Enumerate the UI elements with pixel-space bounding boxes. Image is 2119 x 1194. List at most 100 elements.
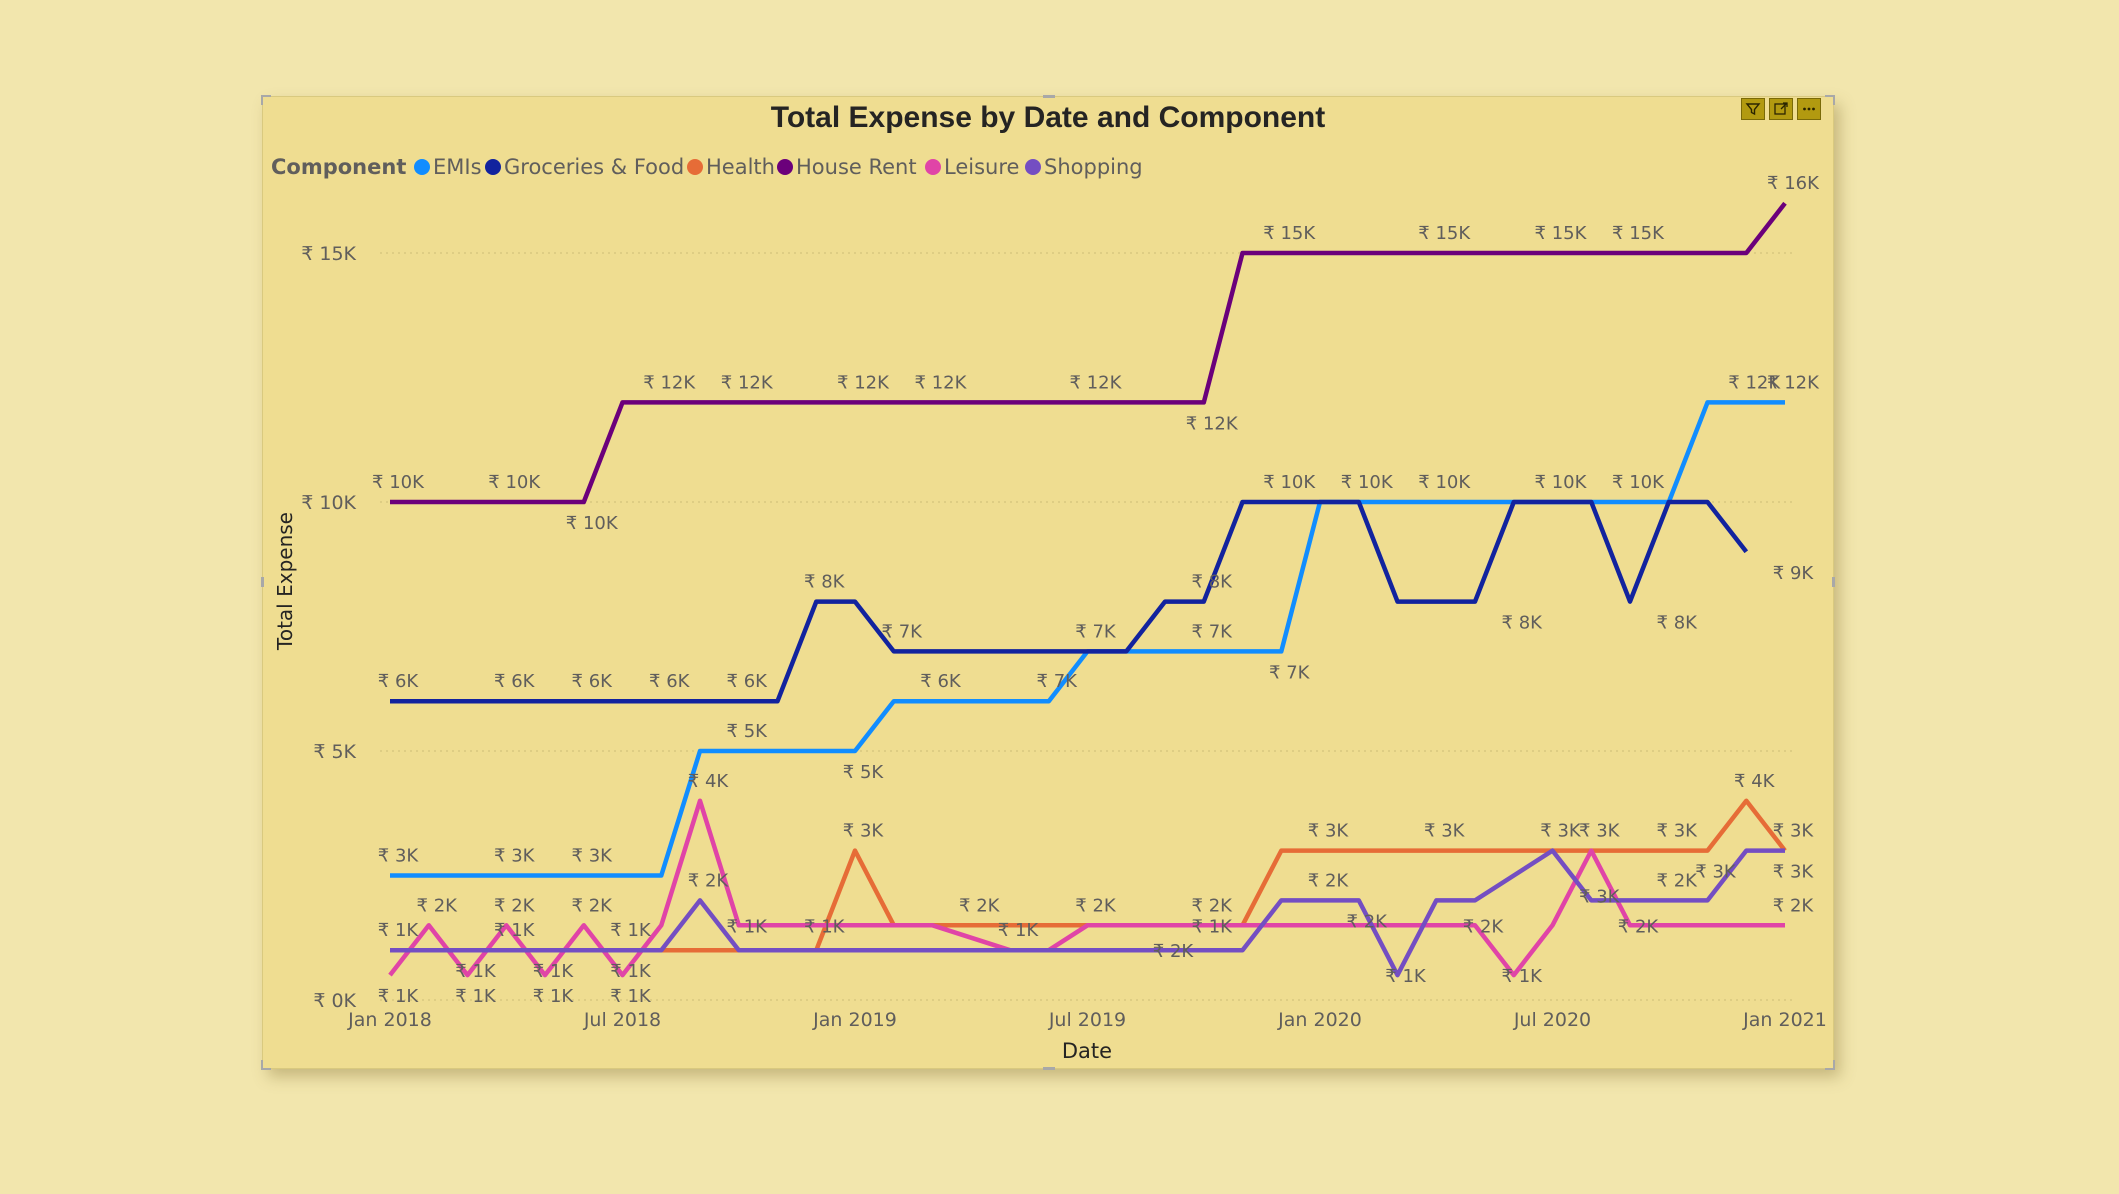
data-label: ₹ 10K <box>488 472 541 493</box>
y-tick-label: ₹ 5K <box>313 741 356 763</box>
data-label: ₹ 16K <box>1767 173 1820 194</box>
y-axis-title: Total Expense <box>273 512 297 651</box>
data-label: ₹ 12K <box>1767 372 1820 393</box>
legend-item[interactable]: Shopping <box>1044 155 1143 179</box>
data-label: ₹ 3K <box>1540 821 1582 842</box>
data-label: ₹ 10K <box>372 472 425 493</box>
data-label: ₹ 1K <box>804 916 846 937</box>
data-label: ₹ 15K <box>1263 223 1316 244</box>
data-label: ₹ 3K <box>1773 821 1815 842</box>
data-label: ₹ 7K <box>1192 621 1234 642</box>
data-label: ₹ 6K <box>378 671 420 692</box>
data-label: ₹ 2K <box>688 870 730 891</box>
data-label: ₹ 4K <box>1734 771 1776 792</box>
data-label: ₹ 6K <box>920 671 962 692</box>
data-label: ₹ 10K <box>1535 472 1588 493</box>
y-axis-ticks: ₹ 0K ₹ 5K ₹ 10K ₹ 15K <box>301 243 356 1012</box>
data-label: ₹ 4K <box>688 771 730 792</box>
data-label: ₹ 1K <box>610 961 652 982</box>
data-label: ₹ 1K <box>378 920 420 941</box>
x-tick-label: Jul 2020 <box>1513 1009 1591 1031</box>
data-label: ₹ 1K <box>610 920 652 941</box>
data-label: ₹ 5K <box>843 762 885 783</box>
data-label: ₹ 3K <box>1579 821 1621 842</box>
data-label: ₹ 3K <box>1773 862 1815 883</box>
legend-item[interactable]: Leisure <box>944 155 1019 179</box>
y-tick-label: ₹ 10K <box>301 492 356 514</box>
data-label: ₹ 2K <box>572 895 614 916</box>
data-label: ₹ 1K <box>494 920 536 941</box>
chart-title: Total Expense by Date and Component <box>771 101 1326 134</box>
data-label: ₹ 1K <box>533 961 575 982</box>
legend-item[interactable]: House Rent <box>796 155 917 179</box>
data-label: ₹ 2K <box>959 895 1001 916</box>
x-tick-label: Jul 2019 <box>1048 1009 1126 1031</box>
legend-item[interactable]: EMIs <box>433 155 482 179</box>
data-label: ₹ 12K <box>643 372 696 393</box>
data-label: ₹ 3K <box>1695 862 1737 883</box>
legend: Component EMIs Groceries & Food Health House… <box>271 155 1143 179</box>
legend-item[interactable]: Health <box>706 155 775 179</box>
x-axis-title: Date <box>1062 1039 1112 1063</box>
data-label: ₹ 1K <box>727 916 769 937</box>
data-label: ₹ 7K <box>1075 621 1117 642</box>
x-tick-label: Jan 2021 <box>1742 1009 1827 1031</box>
data-label: ₹ 2K <box>1618 916 1660 937</box>
x-tick-label: Jan 2019 <box>812 1009 897 1031</box>
data-label: ₹ 8K <box>804 572 846 593</box>
legend-title: Component <box>271 155 406 179</box>
data-label: ₹ 3K <box>1308 821 1350 842</box>
data-label: ₹ 12K <box>837 372 890 393</box>
data-label: ₹ 10K <box>1341 472 1394 493</box>
data-label: ₹ 3K <box>572 846 614 867</box>
data-label: ₹ 10K <box>566 513 619 534</box>
data-label: ₹ 3K <box>1579 887 1621 908</box>
line-chart: Total Expense by Date and Component Tota… <box>263 97 1833 1068</box>
data-label: ₹ 1K <box>1385 966 1427 987</box>
data-label: ₹ 15K <box>1535 223 1588 244</box>
data-label: ₹ 8K <box>1502 613 1544 634</box>
legend-marker <box>777 159 793 175</box>
data-label: ₹ 3K <box>378 846 420 867</box>
data-label: ₹ 2K <box>1773 895 1815 916</box>
data-label: ₹ 2K <box>494 895 536 916</box>
data-label: ₹ 2K <box>1347 911 1389 932</box>
data-label: ₹ 6K <box>727 671 769 692</box>
data-label: ₹ 6K <box>572 671 614 692</box>
data-label: ₹ 1K <box>455 986 497 1007</box>
data-label: ₹ 1K <box>610 986 652 1007</box>
legend-item[interactable]: Groceries & Food <box>504 155 684 179</box>
legend-marker <box>485 159 501 175</box>
data-label: ₹ 9K <box>1773 563 1815 584</box>
data-label: ₹ 3K <box>1657 821 1699 842</box>
data-label: ₹ 7K <box>1269 662 1311 683</box>
data-label: ₹ 7K <box>882 621 924 642</box>
data-label: ₹ 10K <box>1612 472 1665 493</box>
data-label: ₹ 1K <box>455 961 497 982</box>
data-label: ₹ 2K <box>1153 941 1195 962</box>
data-label: ₹ 15K <box>1612 223 1665 244</box>
data-label: ₹ 12K <box>1186 413 1239 434</box>
data-label: ₹ 6K <box>649 671 691 692</box>
legend-marker <box>414 159 430 175</box>
data-label: ₹ 2K <box>417 895 459 916</box>
series-line-house-rent[interactable] <box>390 203 1785 502</box>
legend-marker <box>687 159 703 175</box>
data-label: ₹ 15K <box>1418 223 1471 244</box>
data-label: ₹ 1K <box>533 986 575 1007</box>
data-label: ₹ 3K <box>494 846 536 867</box>
x-axis-ticks: Jan 2018 Jul 2018 Jan 2019 Jul 2019 Jan 2020… <box>347 1009 1827 1031</box>
data-label: ₹ 1K <box>1192 916 1234 937</box>
data-label: ₹ 1K <box>1502 966 1544 987</box>
legend-marker <box>925 159 941 175</box>
data-label: ₹ 2K <box>1192 895 1234 916</box>
chart-visual[interactable]: Total Expense by Date and Component Tota… <box>262 96 1834 1069</box>
data-label: ₹ 8K <box>1192 572 1234 593</box>
data-label: ₹ 12K <box>721 372 774 393</box>
data-label: ₹ 12K <box>1070 372 1123 393</box>
data-label: ₹ 3K <box>843 821 885 842</box>
data-label: ₹ 10K <box>1263 472 1316 493</box>
x-tick-label: Jan 2020 <box>1277 1009 1362 1031</box>
data-labels: ₹ 10K ₹ 10K ₹ 10K ₹ 12K ₹ 12K ₹ 12K ₹ 12K ₹ 12K… <box>372 173 1820 1007</box>
data-label: ₹ 6K <box>494 671 536 692</box>
